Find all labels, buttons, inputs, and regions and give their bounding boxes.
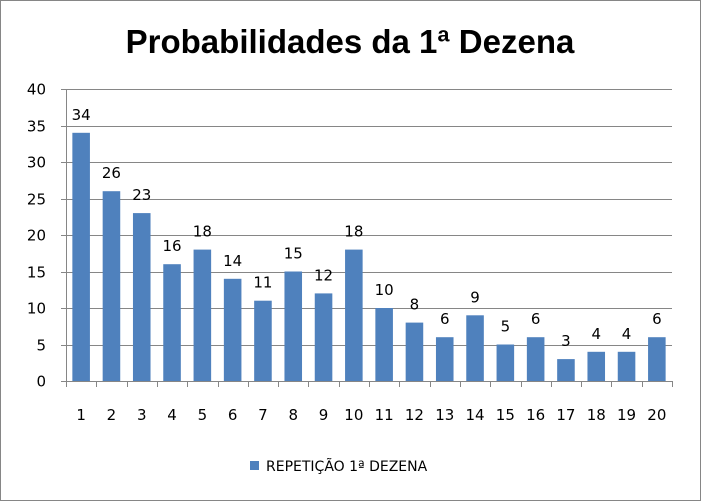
y-tick-label: 20 — [27, 227, 46, 245]
x-tick-label: 16 — [526, 406, 545, 424]
data-label: 11 — [253, 274, 272, 292]
bar — [617, 351, 636, 381]
data-label: 15 — [284, 245, 303, 263]
data-label: 12 — [314, 266, 333, 284]
bar — [587, 351, 606, 381]
bar — [193, 249, 212, 381]
x-tick-label: 7 — [258, 406, 268, 424]
data-label: 26 — [102, 164, 121, 182]
bar — [405, 322, 424, 381]
y-tick-label: 25 — [27, 191, 46, 209]
data-label: 4 — [591, 325, 601, 343]
x-tick-label: 17 — [556, 406, 575, 424]
x-tick-label: 12 — [405, 406, 424, 424]
x-tick-label: 6 — [228, 406, 238, 424]
data-label: 23 — [132, 186, 151, 204]
legend: REPETIÇÃO 1ª DEZENA — [250, 458, 428, 475]
y-axis-ticks: 0 5 10 15 20 25 30 35 40 — [27, 81, 66, 391]
bar — [163, 264, 181, 381]
y-tick-label: 5 — [36, 337, 46, 355]
x-tick-label: 4 — [167, 406, 177, 424]
bar — [284, 271, 303, 381]
x-tick-label: 14 — [466, 406, 485, 424]
data-label: 5 — [501, 318, 511, 336]
x-tick-label: 13 — [435, 406, 454, 424]
bar — [496, 344, 515, 381]
bar — [254, 300, 272, 381]
gridlines — [66, 89, 672, 346]
legend-label: REPETIÇÃO 1ª DEZENA — [266, 458, 428, 475]
bar — [435, 337, 454, 381]
x-tick-label: 3 — [137, 406, 147, 424]
data-label: 3 — [561, 332, 571, 350]
bar — [466, 315, 484, 381]
data-label: 34 — [72, 106, 91, 124]
y-tick-label: 10 — [27, 300, 46, 318]
y-tick-label: 0 — [36, 373, 46, 391]
y-tick-label: 30 — [27, 154, 46, 172]
x-axis-ticks: 1 2 3 4 5 6 7 8 9 10 11 12 13 14 15 16 17 18 19 20 — [66, 381, 673, 424]
bar — [557, 359, 575, 381]
y-tick-label: 40 — [27, 81, 46, 99]
y-tick-label: 35 — [27, 118, 46, 136]
x-tick-label: 11 — [375, 406, 394, 424]
x-tick-label: 5 — [198, 406, 208, 424]
x-tick-label: 8 — [288, 406, 298, 424]
chart-title: Probabilidades da 1ª Dezena — [126, 23, 575, 60]
data-label: 6 — [440, 310, 450, 328]
bar — [526, 337, 545, 381]
data-label: 18 — [193, 223, 212, 241]
data-label: 8 — [410, 296, 420, 314]
data-label: 14 — [223, 252, 242, 270]
data-label: 6 — [652, 310, 662, 328]
x-tick-label: 19 — [617, 406, 636, 424]
data-label: 16 — [163, 237, 182, 255]
x-tick-label: 20 — [647, 406, 666, 424]
data-label: 10 — [375, 281, 394, 299]
data-label: 4 — [622, 325, 632, 343]
y-tick-label: 15 — [27, 264, 46, 282]
data-label: 6 — [531, 310, 541, 328]
bar — [132, 213, 151, 381]
x-tick-label: 2 — [107, 406, 117, 424]
bar — [375, 308, 393, 381]
x-tick-label: 18 — [587, 406, 606, 424]
x-tick-label: 9 — [319, 406, 329, 424]
bar — [648, 337, 666, 381]
x-tick-label: 10 — [344, 406, 363, 424]
data-label: 9 — [470, 288, 480, 306]
x-tick-label: 15 — [496, 406, 515, 424]
bar — [314, 293, 333, 381]
bar — [102, 191, 121, 381]
bars — [72, 132, 666, 381]
bar — [223, 278, 242, 381]
data-label: 18 — [344, 223, 363, 241]
bar — [72, 132, 90, 381]
bar — [345, 249, 363, 381]
legend-swatch — [250, 461, 259, 470]
x-tick-label: 1 — [76, 406, 86, 424]
